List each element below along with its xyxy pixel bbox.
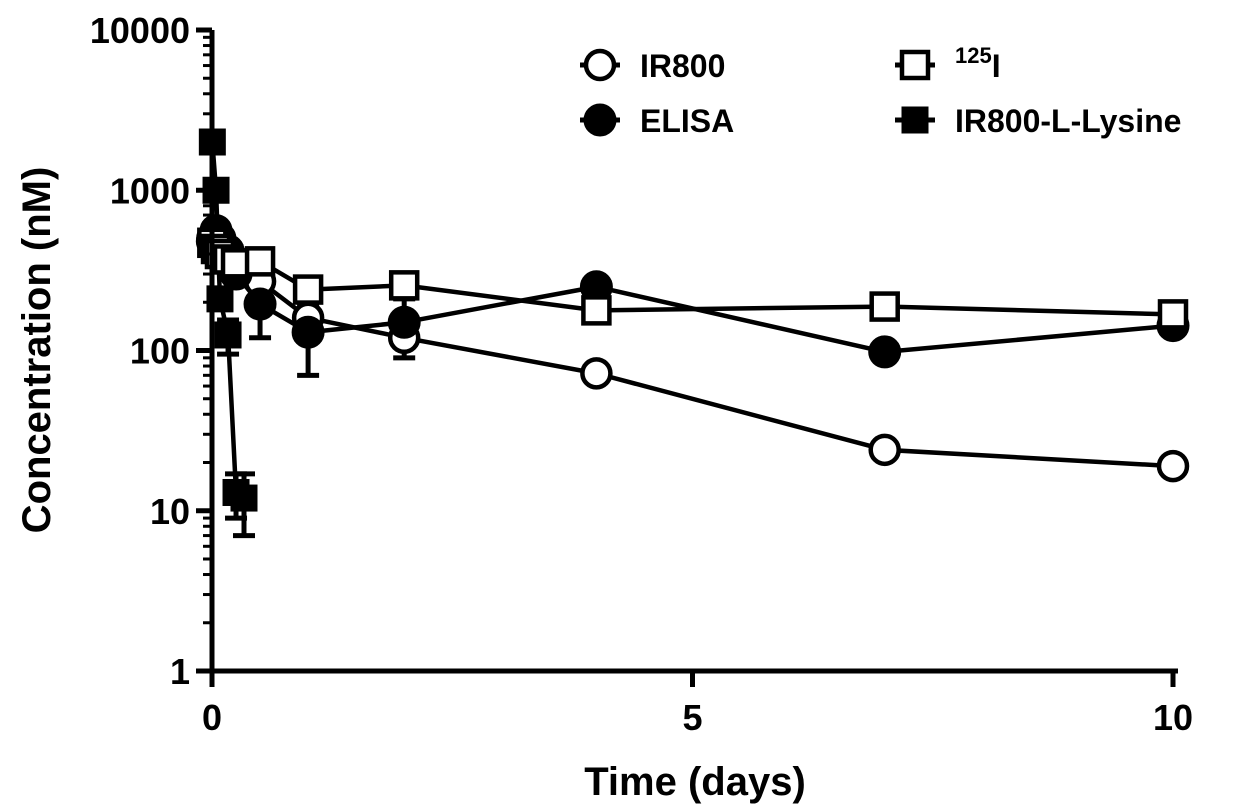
y-tick-label: 10: [150, 491, 190, 532]
legend-marker: [583, 103, 617, 137]
data-point: [581, 295, 612, 326]
data-point: [214, 321, 242, 349]
y-tick-label: 10000: [90, 10, 190, 51]
legend-label: ELISA: [640, 103, 734, 139]
data-point: [868, 433, 901, 467]
data-point: [580, 357, 613, 390]
x-tick-label: 0: [202, 697, 222, 738]
data-point: [220, 248, 252, 279]
y-tick-label: 1: [170, 651, 190, 692]
series-line-1: [210, 228, 1174, 355]
series-line-0: [210, 237, 1174, 469]
data-point: [292, 274, 324, 305]
y-axis-title: Concentration (nM): [15, 167, 59, 534]
x-axis-title: Time (days): [584, 760, 806, 804]
data-point: [388, 270, 420, 301]
data-point: [244, 246, 276, 277]
data-point: [868, 335, 902, 369]
x-tick-label: 10: [1153, 697, 1193, 738]
data-point: [1156, 449, 1190, 483]
legend-marker: [901, 106, 929, 134]
series-lines: [210, 141, 1174, 500]
axes: 1 10 100 1000 10000 0 5 10: [90, 10, 1193, 738]
legend: IR800 ELISA 125I IR800-L-Lysine: [580, 43, 1181, 139]
data-point: [387, 305, 421, 339]
legend-marker: [899, 49, 931, 81]
x-tick-label: 5: [682, 697, 702, 738]
y-ticks: 1 10 100 1000 10000: [90, 10, 212, 692]
y-tick-label: 100: [130, 331, 190, 372]
data-point: [869, 291, 900, 322]
series-line-2: [210, 241, 1174, 317]
legend-label: 125I: [955, 43, 1001, 84]
legend-label: IR800-L-Lysine: [955, 103, 1181, 139]
x-ticks: 0 5 10: [202, 671, 1193, 738]
data-point: [243, 287, 277, 321]
data-point: [1157, 299, 1189, 330]
y-tick-label: 1000: [110, 170, 190, 211]
series-markers: [195, 128, 1190, 512]
legend-marker: [583, 48, 617, 82]
data-point: [291, 315, 325, 349]
data-point: [230, 484, 258, 512]
legend-label: IR800: [640, 48, 725, 84]
